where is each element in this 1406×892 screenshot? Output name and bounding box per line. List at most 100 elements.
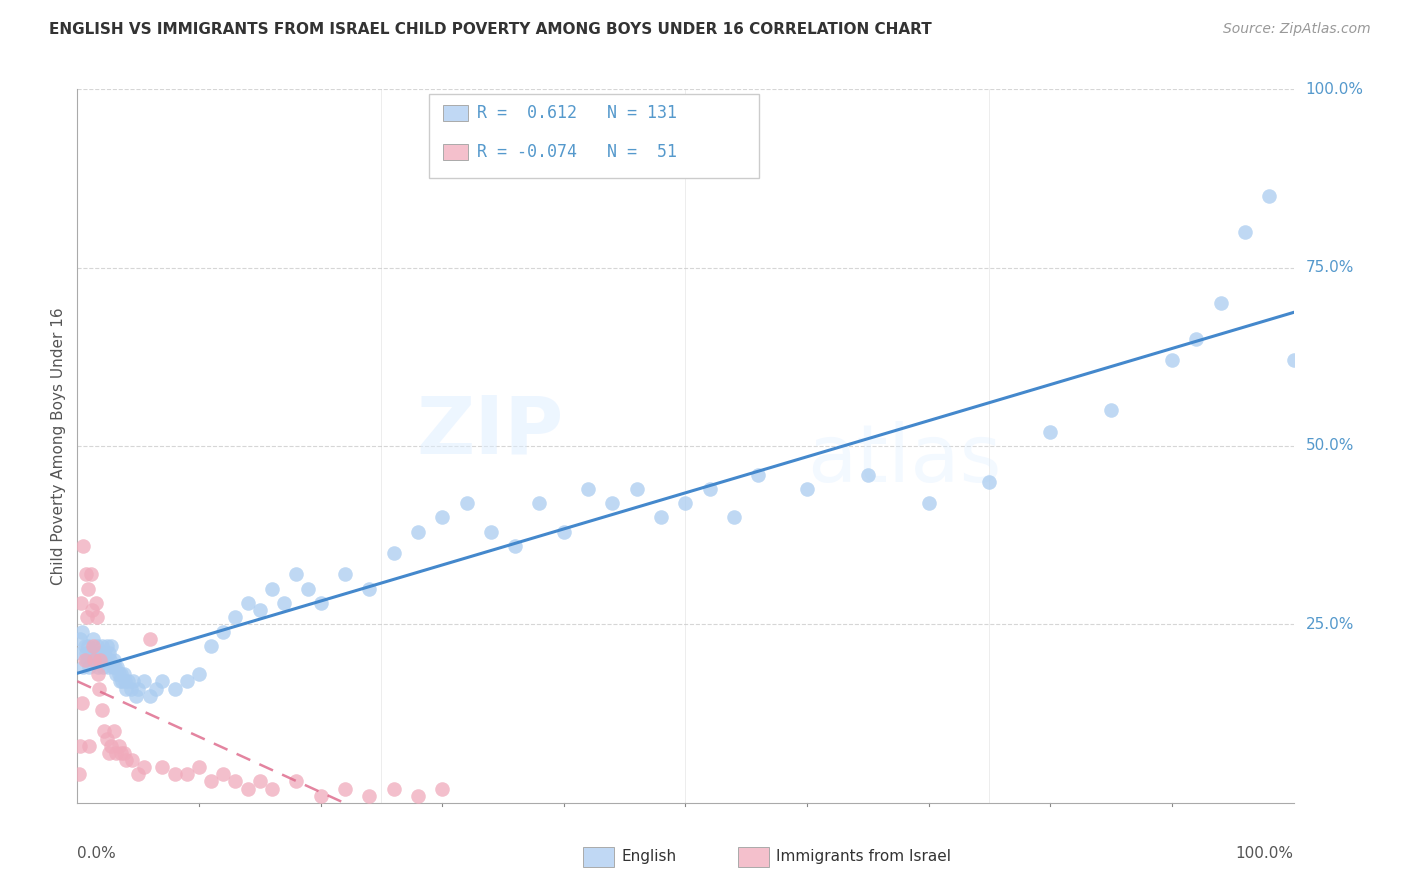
Point (112, 746, 135, 760)
Point (602, 496, 624, 510)
Point (285, 774, 308, 789)
Point (139, 632, 162, 646)
Point (77, 639, 100, 653)
Point (699, 482, 721, 496)
Text: atlas: atlas (807, 421, 1001, 500)
Point (382, 781, 405, 796)
Text: R = -0.074   N =  51: R = -0.074 N = 51 (477, 143, 676, 161)
Point (82, 632, 104, 646)
Point (200, 639, 222, 653)
Point (139, 689, 162, 703)
Text: 0.0%: 0.0% (77, 846, 117, 861)
Point (86, 639, 108, 653)
Point (152, 760, 174, 774)
Point (79, 739, 101, 753)
Point (576, 482, 599, 496)
Point (105, 667, 128, 681)
Point (723, 510, 745, 524)
Point (359, 789, 381, 803)
Point (359, 582, 381, 596)
Point (67, 767, 90, 781)
Point (309, 596, 332, 610)
Point (76, 610, 98, 624)
Text: 25.0%: 25.0% (1306, 617, 1354, 632)
Point (77, 582, 100, 596)
Point (89, 653, 111, 667)
Point (979, 475, 1001, 489)
Point (84, 596, 107, 610)
Point (249, 774, 271, 789)
Point (100, 739, 122, 753)
Point (91, 660, 114, 674)
Point (285, 567, 308, 582)
Point (110, 667, 132, 681)
Point (72, 539, 94, 553)
Point (75, 567, 97, 582)
Point (856, 467, 879, 482)
Text: 100.0%: 100.0% (1236, 846, 1294, 861)
Point (80, 653, 103, 667)
Point (260, 582, 283, 596)
Point (1282, 353, 1305, 368)
Point (117, 674, 139, 689)
Point (100, 639, 122, 653)
Point (430, 781, 453, 796)
Point (529, 496, 551, 510)
Point (86, 610, 108, 624)
Point (503, 539, 526, 553)
Point (70, 624, 93, 639)
Point (103, 653, 125, 667)
Point (260, 781, 283, 796)
Text: ZIP: ZIP (416, 392, 564, 471)
Point (127, 681, 149, 696)
Point (89, 653, 111, 667)
Point (105, 746, 128, 760)
Point (73, 639, 96, 653)
Point (80, 567, 103, 582)
Point (479, 524, 502, 539)
Point (127, 767, 149, 781)
Point (115, 681, 138, 696)
Point (83, 653, 105, 667)
Point (430, 510, 453, 524)
Point (97, 746, 120, 760)
Point (747, 467, 769, 482)
Point (200, 774, 222, 789)
Point (406, 789, 429, 803)
Point (224, 774, 246, 789)
Point (134, 674, 156, 689)
Point (111, 674, 134, 689)
Point (103, 724, 125, 739)
Point (1209, 296, 1232, 310)
Point (87, 667, 110, 681)
Point (309, 789, 332, 803)
Point (456, 496, 478, 510)
Point (796, 482, 818, 496)
Point (87, 660, 110, 674)
Point (188, 667, 211, 681)
Point (93, 646, 115, 660)
Text: 75.0%: 75.0% (1306, 260, 1354, 275)
Text: English: English (621, 849, 676, 863)
Point (83, 646, 105, 660)
Point (626, 482, 648, 496)
Point (1258, 189, 1281, 203)
Point (84, 653, 107, 667)
Point (212, 767, 235, 781)
Point (1161, 353, 1184, 368)
Point (107, 667, 129, 681)
Point (224, 610, 246, 624)
Point (188, 760, 211, 774)
Point (152, 674, 174, 689)
Point (101, 660, 124, 674)
Point (90, 639, 112, 653)
Point (1233, 225, 1256, 239)
Point (89, 646, 111, 660)
Point (70, 596, 93, 610)
Point (93, 724, 115, 739)
Point (76, 653, 98, 667)
Point (82, 639, 104, 653)
Point (79, 660, 101, 674)
Point (73, 653, 96, 667)
Point (382, 546, 405, 560)
